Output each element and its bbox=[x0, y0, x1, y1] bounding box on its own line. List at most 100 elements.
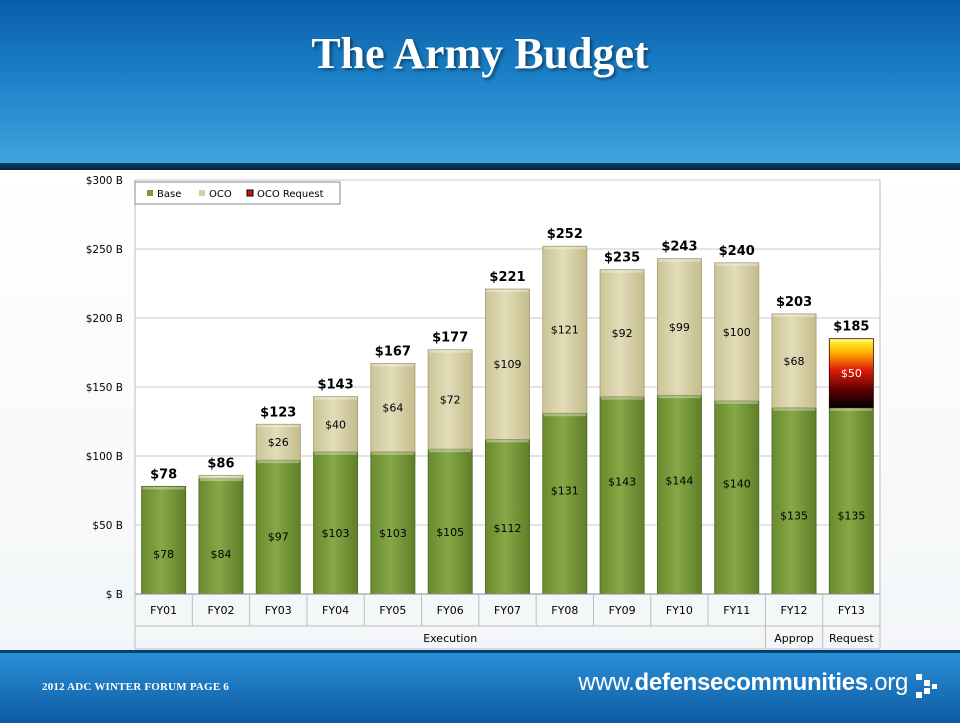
data-label: $40 bbox=[325, 418, 346, 431]
bar-base bbox=[141, 485, 187, 595]
bar-base bbox=[255, 459, 301, 595]
data-label: $84 bbox=[210, 548, 231, 561]
header-banner bbox=[0, 0, 960, 163]
bar-base bbox=[485, 439, 530, 595]
x-tick-label: FY06 bbox=[437, 604, 464, 617]
bar-oco bbox=[656, 258, 702, 396]
total-label: $252 bbox=[547, 227, 583, 242]
bar-oco bbox=[599, 269, 645, 398]
bar-oco bbox=[313, 396, 359, 453]
total-label: $123 bbox=[260, 405, 296, 420]
data-label: $100 bbox=[723, 326, 751, 339]
total-label: $240 bbox=[719, 244, 755, 259]
data-label: $103 bbox=[379, 527, 407, 540]
bar-oco bbox=[198, 474, 244, 479]
bar-highlight bbox=[543, 413, 586, 417]
footer-logo-text[interactable]: www.defensecommunities.org bbox=[578, 669, 908, 697]
bar-highlight bbox=[601, 270, 644, 273]
legend-label: Base bbox=[157, 189, 181, 200]
total-label: $235 bbox=[604, 251, 640, 266]
bar-oco bbox=[255, 423, 301, 461]
bar-highlight bbox=[658, 259, 701, 262]
x-tick-label: FY08 bbox=[551, 604, 578, 617]
bar-highlight bbox=[486, 439, 529, 443]
legend-swatch bbox=[246, 189, 254, 197]
legend-box bbox=[134, 181, 341, 205]
bar-highlight bbox=[199, 475, 243, 479]
logo-suffix: .org bbox=[867, 669, 908, 696]
data-label: $99 bbox=[669, 321, 690, 334]
total-label: $167 bbox=[375, 345, 411, 360]
bar-highlight bbox=[601, 397, 644, 400]
x-tick-label: FY12 bbox=[781, 604, 808, 617]
bar-highlight bbox=[257, 424, 300, 428]
total-label: $185 bbox=[833, 320, 869, 335]
group-label: Approp bbox=[774, 632, 814, 645]
bar-highlight bbox=[772, 408, 816, 411]
x-tick-label: FY10 bbox=[666, 604, 693, 617]
data-label: $97 bbox=[268, 530, 289, 543]
bar-oco bbox=[485, 288, 530, 440]
data-label: $135 bbox=[837, 509, 865, 522]
bar-oco bbox=[714, 262, 760, 402]
bar-oco bbox=[427, 349, 473, 450]
bar-highlight bbox=[715, 401, 758, 404]
data-label: $26 bbox=[268, 436, 289, 449]
data-label: $143 bbox=[608, 475, 636, 488]
bar-base bbox=[714, 400, 760, 595]
data-label: $64 bbox=[382, 402, 403, 415]
x-tick-label: FY07 bbox=[494, 604, 521, 617]
bar-base bbox=[656, 394, 702, 595]
y-tick-label: $200 B bbox=[86, 313, 123, 325]
data-label: $92 bbox=[612, 327, 633, 340]
data-label: $103 bbox=[322, 527, 350, 540]
x-tick-label: FY01 bbox=[150, 604, 177, 617]
bar-oco bbox=[771, 313, 817, 409]
bar-base bbox=[313, 451, 359, 595]
bar-highlight bbox=[543, 246, 586, 250]
data-label: $131 bbox=[551, 485, 579, 498]
x-tick-label: FY04 bbox=[322, 604, 349, 617]
bar-highlight bbox=[314, 397, 357, 400]
footer-event-text: 2012 ADC WINTER FORUM PAGE 6 bbox=[42, 681, 230, 693]
army-budget-chart: $ B $50 B $100 B $150 B $200 B $250 B $300 B $… bbox=[86, 175, 881, 650]
bar-base bbox=[370, 451, 416, 595]
data-label: $135 bbox=[780, 509, 808, 522]
group-label: Execution bbox=[423, 632, 477, 645]
group-label: Request bbox=[829, 632, 874, 645]
bar-base bbox=[599, 396, 645, 595]
y-tick-label: $250 B bbox=[86, 244, 123, 256]
data-label: $140 bbox=[723, 478, 751, 491]
bar-highlight bbox=[715, 263, 758, 266]
bar-highlight bbox=[314, 452, 357, 455]
total-label: $177 bbox=[432, 331, 468, 346]
total-label: $203 bbox=[776, 295, 812, 310]
bar-highlight bbox=[429, 449, 472, 453]
legend-swatch bbox=[147, 190, 153, 196]
total-label: $143 bbox=[317, 378, 353, 393]
bar-base bbox=[771, 407, 817, 595]
bar-oco bbox=[370, 363, 416, 453]
legend-label: OCO bbox=[209, 189, 232, 200]
total-label: $86 bbox=[207, 456, 234, 471]
logo-prefix: www. bbox=[578, 669, 635, 696]
data-label: $50 bbox=[841, 367, 862, 380]
bar-highlight bbox=[371, 364, 414, 367]
legend-label: OCO Request bbox=[257, 189, 324, 200]
data-label: $68 bbox=[784, 355, 805, 368]
logo-bold: defensecommunities bbox=[634, 669, 869, 696]
y-tick-label: $100 B bbox=[86, 451, 123, 463]
total-label: $243 bbox=[661, 240, 697, 255]
bar-highlight bbox=[772, 314, 816, 317]
y-tick-label: $50 B bbox=[92, 520, 123, 532]
bar-highlight bbox=[257, 460, 300, 464]
data-label: $78 bbox=[153, 548, 174, 561]
bar-base bbox=[427, 448, 473, 595]
bar-highlight bbox=[142, 486, 185, 490]
bar-oco bbox=[542, 245, 588, 414]
bar-highlight bbox=[830, 339, 873, 342]
x-tick-label: FY05 bbox=[379, 604, 406, 617]
data-label: $121 bbox=[551, 324, 579, 337]
logo-arrow-icon bbox=[916, 674, 937, 698]
data-label: $105 bbox=[436, 526, 464, 539]
